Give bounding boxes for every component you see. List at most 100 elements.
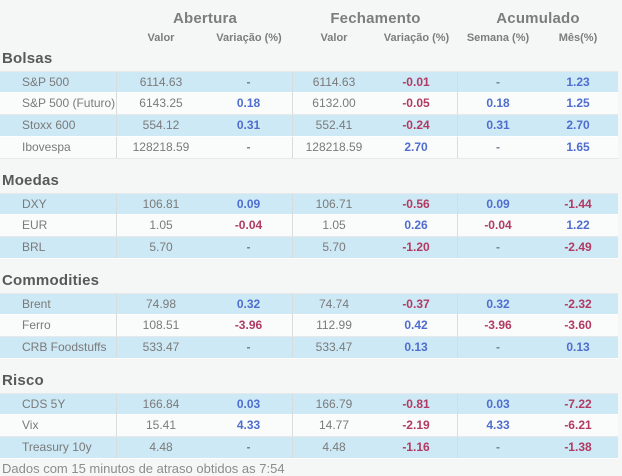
row-label: S&P 500 — [0, 72, 117, 93]
cell-fechamento-variacao: 0.13 — [375, 337, 458, 358]
cell-abertura-variacao: - — [205, 337, 293, 358]
cell-abertura-variacao: 0.32 — [205, 294, 293, 315]
cell-fechamento-variacao: 2.70 — [375, 137, 458, 158]
cell-fechamento-valor: 4.48 — [322, 440, 346, 454]
cell-abertura-variacao: - — [205, 137, 293, 158]
cell-abertura-valor: 554.12 — [142, 118, 180, 132]
cell-fechamento-valor: 5.70 — [322, 240, 346, 254]
table-section: Commodities Brent 74.98 0.32 74.74 -0.37… — [0, 272, 618, 359]
cell-abertura-valor: 6114.63 — [139, 75, 183, 89]
cell-fechamento-valor: 128218.59 — [305, 140, 363, 154]
table-row: CDS 5Y 166.84 0.03 166.79 -0.81 0.03 -7.… — [0, 393, 618, 415]
cell-fechamento-valor: 14.77 — [318, 418, 350, 432]
cell-abertura-variacao: - — [205, 437, 293, 458]
cell-fechamento-valor: 112.99 — [316, 318, 352, 332]
cell-abertura-variacao: 0.18 — [205, 93, 293, 114]
row-label: Stoxx 600 — [0, 115, 117, 136]
cell-abertura-valor: 166.84 — [142, 397, 180, 411]
subheader-spacer — [0, 30, 117, 46]
cell-acumulado-mes: -6.21 — [564, 418, 592, 432]
cell-acumulado-semana: 0.03 — [486, 397, 510, 411]
cell-abertura-variacao: 4.33 — [205, 415, 293, 436]
cell-acumulado-semana: - — [496, 75, 500, 89]
cell-acumulado-semana: - — [496, 140, 500, 154]
row-label: S&P 500 (Futuro) — [0, 93, 117, 114]
table-row: CRB Foodstuffs 533.47 - 533.47 0.13 - 0.… — [0, 337, 618, 359]
column-group-header-row: Abertura Fechamento Acumulado — [0, 10, 618, 28]
row-label: CRB Foodstuffs — [0, 337, 117, 358]
section-title: Moedas — [2, 172, 60, 189]
cell-fechamento-variacao: -0.81 — [375, 394, 458, 415]
cell-fechamento-variacao: -0.37 — [375, 294, 458, 315]
subheader-acumulado-mes: Mês(%) — [558, 32, 598, 44]
table-row: Ferro 108.51 -3.96 112.99 0.42 -3.96 -3.… — [0, 315, 618, 337]
cell-acumulado-mes: 1.25 — [566, 96, 590, 110]
cell-fechamento-valor: 6114.63 — [312, 75, 356, 89]
cell-acumulado-mes: 0.13 — [566, 340, 590, 354]
cell-acumulado-semana: -0.04 — [484, 218, 512, 232]
cell-acumulado-semana: 4.33 — [486, 418, 510, 432]
cell-acumulado-semana: 0.32 — [486, 297, 510, 311]
row-label: Brent — [0, 294, 117, 315]
market-table: Abertura Fechamento Acumulado Valor Vari… — [0, 10, 618, 476]
cell-abertura-valor: 128218.59 — [132, 140, 190, 154]
table-row: Vix 15.41 4.33 14.77 -2.19 4.33 -6.21 — [0, 415, 618, 437]
row-label: Vix — [0, 415, 117, 436]
cell-acumulado-mes: 1.22 — [566, 218, 590, 232]
cell-fechamento-variacao: -1.16 — [375, 437, 458, 458]
cell-acumulado-mes: -1.38 — [564, 440, 592, 454]
cell-acumulado-mes: -2.32 — [564, 297, 592, 311]
cell-acumulado-mes: 1.65 — [566, 140, 590, 154]
cell-abertura-valor: 6143.25 — [139, 96, 183, 110]
cell-abertura-valor: 533.47 — [142, 340, 180, 354]
table-row: Brent 74.98 0.32 74.74 -0.37 0.32 -2.32 — [0, 293, 618, 315]
cell-fechamento-valor: 533.47 — [315, 340, 353, 354]
cell-abertura-variacao: - — [205, 72, 293, 93]
cell-fechamento-valor: 74.74 — [318, 297, 350, 311]
cell-acumulado-semana: 0.31 — [486, 118, 510, 132]
cell-fechamento-variacao: -2.19 — [375, 415, 458, 436]
cell-fechamento-variacao: 0.42 — [375, 315, 458, 336]
cell-fechamento-valor: 6132.00 — [312, 96, 356, 110]
cell-fechamento-valor: 166.79 — [315, 397, 353, 411]
cell-acumulado-mes: -1.44 — [564, 197, 592, 211]
column-group-abertura: Abertura — [172, 10, 238, 27]
cell-abertura-variacao: -3.96 — [205, 315, 293, 336]
sections: Bolsas S&P 500 6114.63 - 6114.63 -0.01 -… — [0, 50, 618, 459]
cell-fechamento-variacao: -0.24 — [375, 115, 458, 136]
table-row: Treasury 10y 4.48 - 4.48 -1.16 - -1.38 — [0, 437, 618, 459]
cell-fechamento-variacao: -0.01 — [375, 72, 458, 93]
table-row: Stoxx 600 554.12 0.31 552.41 -0.24 0.31 … — [0, 115, 618, 137]
row-label: Treasury 10y — [0, 437, 117, 458]
subheader-acumulado-semana: Semana (%) — [466, 32, 530, 44]
cell-fechamento-variacao: -0.05 — [375, 93, 458, 114]
column-group-fechamento: Fechamento — [330, 10, 421, 27]
table-row: EUR 1.05 -0.04 1.05 0.26 -0.04 1.22 — [0, 215, 618, 237]
cell-fechamento-valor: 1.05 — [322, 218, 346, 232]
subheader-abertura-variacao: Variação (%) — [216, 32, 282, 44]
row-label: Ibovespa — [0, 137, 117, 158]
table-section: Moedas DXY 106.81 0.09 106.71 -0.56 0.09… — [0, 172, 618, 259]
table-row: S&P 500 (Futuro) 6143.25 0.18 6132.00 -0… — [0, 93, 618, 115]
cell-abertura-valor: 5.70 — [149, 240, 173, 254]
column-subheader-row: Valor Variação (%) Valor Variação (%) Se… — [0, 30, 618, 46]
table-row: DXY 106.81 0.09 106.71 -0.56 0.09 -1.44 — [0, 193, 618, 215]
cell-acumulado-semana: - — [496, 440, 500, 454]
cell-abertura-valor: 108.51 — [142, 318, 180, 332]
cell-fechamento-variacao: 0.26 — [375, 215, 458, 236]
table-row: Ibovespa 128218.59 - 128218.59 2.70 - 1.… — [0, 137, 618, 159]
subheader-fechamento-valor: Valor — [320, 32, 348, 44]
cell-abertura-valor: 4.48 — [149, 440, 173, 454]
cell-fechamento-variacao: -1.20 — [375, 237, 458, 258]
cell-acumulado-semana: 0.09 — [486, 197, 510, 211]
row-label: Ferro — [0, 315, 117, 336]
section-rows: CDS 5Y 166.84 0.03 166.79 -0.81 0.03 -7.… — [0, 393, 618, 459]
cell-fechamento-variacao: -0.56 — [375, 194, 458, 215]
section-title: Bolsas — [2, 50, 53, 67]
cell-abertura-variacao: 0.31 — [205, 115, 293, 136]
cell-acumulado-semana: - — [496, 340, 500, 354]
cell-fechamento-valor: 106.71 — [315, 197, 353, 211]
subheader-abertura-valor: Valor — [147, 32, 175, 44]
table-section: Risco CDS 5Y 166.84 0.03 166.79 -0.81 0.… — [0, 372, 618, 459]
